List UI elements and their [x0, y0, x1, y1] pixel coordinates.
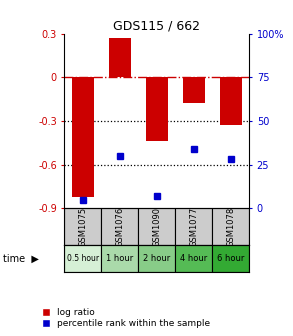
Text: GSM1090: GSM1090 — [152, 207, 161, 247]
Text: time  ▶: time ▶ — [3, 254, 39, 264]
Bar — [138, 208, 175, 245]
Text: GSM1075: GSM1075 — [79, 207, 87, 247]
Bar — [101, 208, 138, 245]
Text: 6 hour: 6 hour — [217, 254, 244, 263]
Text: 0.5 hour: 0.5 hour — [67, 254, 99, 263]
Text: GSM1078: GSM1078 — [226, 207, 235, 247]
Bar — [175, 245, 212, 272]
Bar — [64, 208, 101, 245]
Bar — [175, 208, 212, 245]
Bar — [64, 245, 101, 272]
Text: GSM1076: GSM1076 — [115, 207, 124, 247]
Bar — [101, 245, 138, 272]
Legend: log ratio, percentile rank within the sample: log ratio, percentile rank within the sa… — [42, 308, 210, 328]
Bar — [138, 245, 175, 272]
Bar — [109, 38, 131, 77]
Bar — [146, 77, 168, 141]
Bar — [183, 77, 205, 103]
Bar — [219, 77, 242, 125]
Title: GDS115 / 662: GDS115 / 662 — [113, 19, 200, 33]
Text: 4 hour: 4 hour — [180, 254, 207, 263]
Text: 2 hour: 2 hour — [143, 254, 171, 263]
Text: GSM1077: GSM1077 — [189, 207, 198, 247]
Bar — [212, 208, 249, 245]
Text: 1 hour: 1 hour — [106, 254, 134, 263]
Bar — [72, 77, 94, 197]
Bar — [212, 245, 249, 272]
